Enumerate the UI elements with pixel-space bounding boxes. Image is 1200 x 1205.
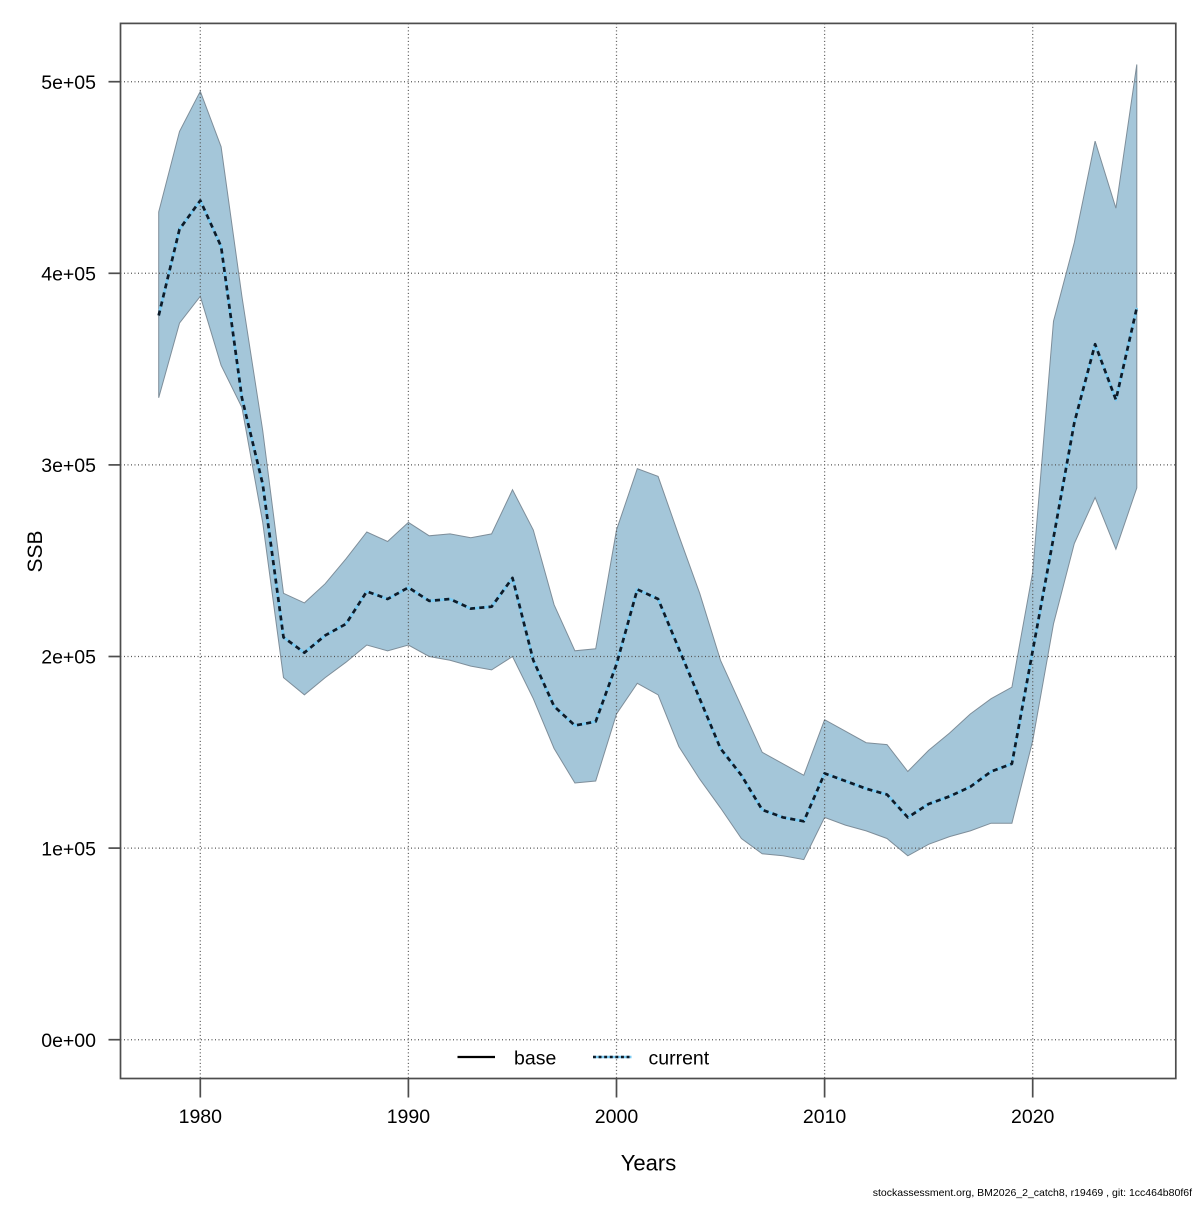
svg-text:base: base bbox=[514, 1048, 556, 1070]
svg-text:1980: 1980 bbox=[179, 1106, 223, 1128]
svg-text:Years: Years bbox=[621, 1151, 676, 1176]
svg-text:SSB: SSB bbox=[24, 530, 47, 572]
svg-text:0e+00: 0e+00 bbox=[41, 1030, 96, 1052]
svg-text:2000: 2000 bbox=[595, 1106, 639, 1128]
svg-text:1990: 1990 bbox=[387, 1106, 431, 1128]
svg-text:2020: 2020 bbox=[1011, 1106, 1055, 1128]
svg-text:3e+05: 3e+05 bbox=[41, 455, 96, 477]
svg-text:stockassessment.org, BM2026_2_: stockassessment.org, BM2026_2_catch8, r1… bbox=[873, 1187, 1192, 1199]
svg-text:1e+05: 1e+05 bbox=[41, 838, 96, 860]
svg-text:current: current bbox=[649, 1048, 710, 1070]
svg-text:5e+05: 5e+05 bbox=[41, 72, 96, 94]
svg-text:4e+05: 4e+05 bbox=[41, 264, 96, 286]
svg-text:2010: 2010 bbox=[803, 1106, 847, 1128]
svg-text:2e+05: 2e+05 bbox=[41, 647, 96, 669]
